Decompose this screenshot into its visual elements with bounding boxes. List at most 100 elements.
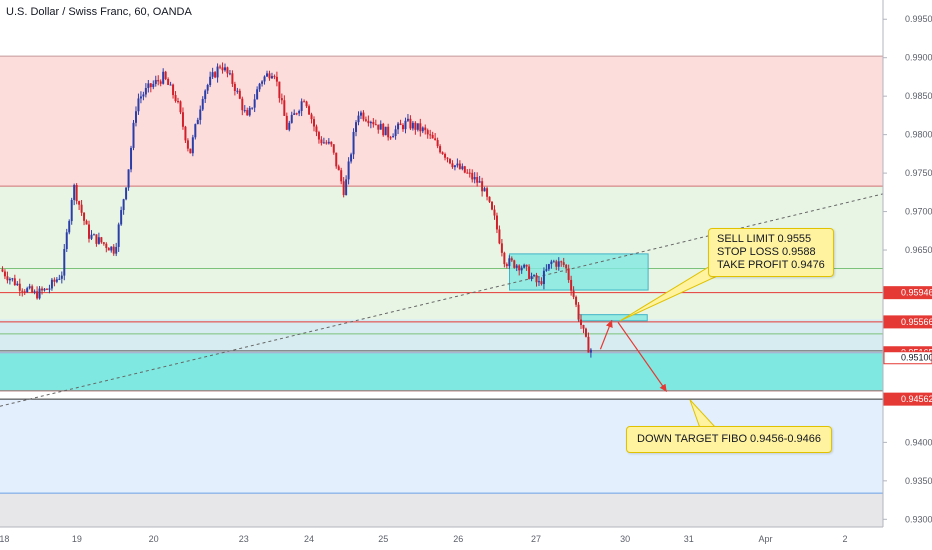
- candle-body: [575, 296, 578, 305]
- candle-body: [102, 242, 105, 244]
- candle-body: [486, 188, 489, 197]
- candle-body: [481, 181, 484, 192]
- candle-body: [584, 328, 587, 337]
- candle-body: [382, 123, 385, 136]
- candle-body: [92, 234, 95, 236]
- candle-body: [567, 268, 570, 280]
- candle-body: [117, 224, 120, 247]
- candle-body: [372, 121, 375, 125]
- candle-body: [335, 152, 338, 167]
- candle-body: [38, 288, 41, 299]
- candle-body: [204, 90, 207, 100]
- candle-body: [421, 127, 424, 132]
- candle-body: [458, 163, 461, 169]
- candle-body: [525, 264, 528, 267]
- zone-5: [0, 493, 883, 527]
- candle-body: [327, 141, 330, 144]
- down-target-note[interactable]: DOWN TARGET FIBO 0.9456-0.9466: [626, 426, 833, 453]
- candle-body: [288, 122, 291, 130]
- candle-body: [211, 72, 214, 77]
- candle-body: [73, 185, 76, 200]
- candle-body: [582, 324, 585, 329]
- candle-body: [542, 270, 545, 285]
- candle-body: [134, 111, 137, 123]
- candle-body: [468, 172, 471, 174]
- candle-body: [263, 76, 266, 82]
- candle-body: [28, 286, 31, 289]
- candle-body: [11, 278, 14, 280]
- candle-body: [223, 67, 226, 71]
- x-tick-label: 19: [72, 534, 82, 544]
- candle-body: [530, 276, 533, 279]
- candle-body: [448, 158, 451, 164]
- candle-body: [26, 288, 29, 293]
- candle-body: [580, 319, 583, 325]
- candle-body: [303, 101, 306, 103]
- candle-body: [100, 237, 103, 243]
- candle-body: [285, 115, 288, 130]
- candle-body: [310, 114, 313, 120]
- candle-body: [172, 84, 175, 96]
- x-tick-label: 18: [0, 534, 9, 544]
- candle-body: [357, 115, 360, 123]
- candle-body: [231, 73, 234, 84]
- candle-body: [510, 258, 513, 261]
- candle-body: [147, 83, 150, 89]
- candle-body: [88, 224, 91, 239]
- candle-body: [105, 243, 108, 249]
- stop-loss-text: STOP LOSS 0.9588: [717, 246, 816, 258]
- zone-0: [0, 56, 883, 187]
- candle-body: [362, 112, 365, 120]
- candle-body: [199, 109, 202, 120]
- candle-body: [278, 81, 281, 99]
- x-tick-label: Apr: [759, 534, 773, 544]
- candle-body: [537, 281, 540, 283]
- candle-body: [107, 248, 110, 251]
- x-tick-label: 30: [620, 534, 630, 544]
- candle-body: [273, 76, 276, 78]
- candle-body: [18, 283, 21, 291]
- candle-body: [139, 96, 142, 99]
- candle-body: [164, 71, 167, 80]
- candle-body: [97, 237, 100, 244]
- candle-body: [429, 134, 432, 136]
- candle-body: [493, 209, 496, 216]
- candle-body: [305, 101, 308, 107]
- candle-body: [258, 83, 261, 90]
- candle-body: [50, 279, 53, 289]
- candle-body: [36, 291, 39, 299]
- candle-body: [416, 123, 419, 130]
- candle-body: [251, 107, 254, 109]
- candle-body: [520, 267, 523, 271]
- candle-body: [322, 142, 325, 144]
- candle-body: [157, 79, 160, 82]
- trade-setup-note[interactable]: SELL LIMIT 0.9555 STOP LOSS 0.9588 TAKE …: [708, 228, 834, 277]
- candle-body: [456, 163, 459, 166]
- candle-body: [31, 286, 34, 293]
- candle-body: [248, 107, 251, 116]
- candle-body: [476, 176, 479, 183]
- candle-body: [268, 73, 271, 79]
- candle-body: [545, 269, 548, 271]
- x-tick-label: 26: [453, 534, 463, 544]
- price-tag-bg: [883, 392, 932, 406]
- x-tick-label: 27: [531, 534, 541, 544]
- candle-body: [60, 275, 63, 279]
- candle-body: [404, 120, 407, 130]
- candle-body: [226, 67, 229, 74]
- candle-body: [491, 201, 494, 210]
- candle-body: [152, 83, 155, 88]
- candle-body: [179, 101, 182, 113]
- candle-body: [528, 266, 531, 279]
- candle-body: [132, 122, 135, 148]
- candle-body: [399, 123, 402, 126]
- candle-body: [236, 90, 239, 92]
- candle-body: [453, 165, 456, 168]
- candle-body: [90, 234, 93, 239]
- price-tag-label: 0.95566: [901, 317, 932, 327]
- candle-body: [130, 147, 133, 170]
- candle-body: [471, 172, 474, 180]
- candle-body: [154, 79, 157, 84]
- candle-body: [503, 252, 506, 265]
- candle-body: [78, 201, 81, 205]
